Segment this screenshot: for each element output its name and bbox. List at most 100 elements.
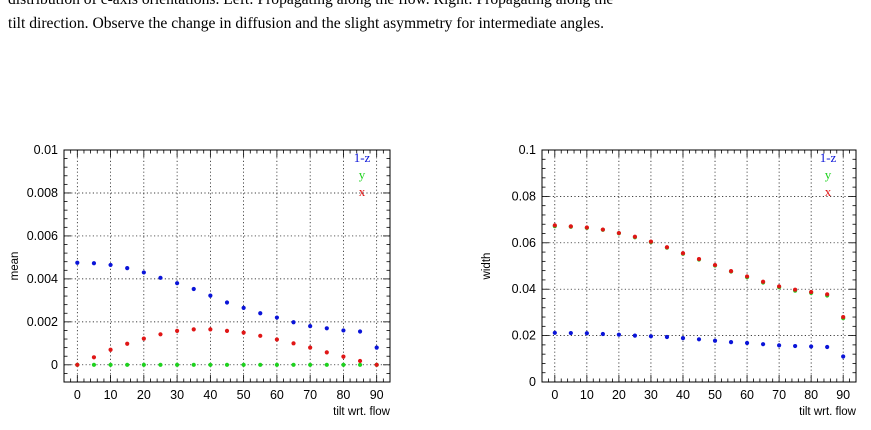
data-point-1z xyxy=(125,266,130,271)
data-point-y xyxy=(125,362,130,367)
data-point-x xyxy=(664,245,670,250)
y-tick-label: 0.008 xyxy=(27,186,58,200)
data-point-x xyxy=(841,314,846,320)
x-tick-label: 10 xyxy=(104,388,118,402)
data-point-1z xyxy=(291,320,296,325)
plot-frame xyxy=(63,149,391,383)
data-point-x xyxy=(274,337,279,342)
data-point-x xyxy=(291,341,296,346)
y-tick-label: 0.002 xyxy=(27,315,58,329)
x-tick-label: 50 xyxy=(237,388,251,402)
data-point-x xyxy=(341,354,346,359)
data-point-x xyxy=(809,289,814,295)
data-point-x xyxy=(224,328,230,333)
plot-area xyxy=(64,150,390,382)
data-point-y xyxy=(258,362,263,367)
data-point-y xyxy=(208,362,213,367)
data-point-y xyxy=(141,362,146,367)
data-point-1z xyxy=(616,332,621,337)
data-point-1z xyxy=(600,331,605,337)
data-point-x xyxy=(258,333,263,338)
data-point-1z xyxy=(632,333,638,338)
x-tick-label: 50 xyxy=(708,388,722,402)
data-point-1z xyxy=(809,344,814,349)
data-point-x xyxy=(632,234,638,239)
legend-entry: 1-z xyxy=(354,150,371,165)
data-point-y xyxy=(224,362,230,367)
data-point-x xyxy=(728,269,734,274)
data-point-x xyxy=(175,328,180,333)
data-point-x xyxy=(158,332,163,337)
y-tick-label: 0 xyxy=(51,358,58,372)
x-tick-label: 20 xyxy=(612,388,626,402)
data-point-y xyxy=(91,362,97,367)
x-tick-label: 70 xyxy=(772,388,786,402)
data-point-x xyxy=(208,327,213,332)
data-point-y xyxy=(158,362,163,367)
data-point-1z xyxy=(825,344,830,350)
data-point-1z xyxy=(191,286,196,292)
data-point-x xyxy=(616,230,621,236)
y-tick-label: 0.004 xyxy=(27,272,58,286)
data-point-x xyxy=(308,345,313,350)
data-point-y xyxy=(191,362,196,367)
legend-entry: x xyxy=(825,184,832,199)
data-point-x xyxy=(125,341,130,346)
data-point-x xyxy=(648,239,654,244)
data-point-1z xyxy=(208,293,213,298)
data-point-1z xyxy=(341,328,346,333)
data-point-1z xyxy=(158,275,163,280)
data-point-x xyxy=(374,362,379,367)
data-point-1z xyxy=(584,331,589,336)
y-tick-label: 0.02 xyxy=(512,329,536,343)
x-tick-label: 40 xyxy=(676,388,690,402)
data-point-x xyxy=(744,274,750,279)
x-tick-label: 60 xyxy=(740,388,754,402)
data-point-y xyxy=(291,362,296,367)
data-point-1z xyxy=(728,339,734,345)
data-point-x xyxy=(75,362,80,367)
data-point-x xyxy=(241,330,246,335)
data-point-1z xyxy=(841,354,846,359)
data-point-1z xyxy=(308,324,313,329)
x-tick-label: 70 xyxy=(303,388,317,402)
data-point-1z xyxy=(91,261,97,266)
x-tick-label: 80 xyxy=(336,388,350,402)
data-point-1z xyxy=(777,343,782,348)
data-point-x xyxy=(357,358,363,364)
data-point-1z xyxy=(374,345,379,350)
x-tick-label: 60 xyxy=(270,388,284,402)
y-tick-label: 0.04 xyxy=(512,282,536,296)
data-point-y xyxy=(175,362,180,367)
x-tick-label: 30 xyxy=(644,388,658,402)
legend-entry: y xyxy=(825,167,832,182)
x-tick-label: 80 xyxy=(804,388,818,402)
data-point-1z xyxy=(241,305,246,310)
data-point-x xyxy=(552,223,557,228)
data-point-1z xyxy=(680,336,686,341)
data-point-x xyxy=(108,347,113,352)
data-point-y xyxy=(357,362,363,367)
plot-frame xyxy=(541,149,857,383)
data-point-1z xyxy=(108,262,113,268)
data-point-1z xyxy=(141,270,146,275)
data-point-x xyxy=(712,262,718,268)
data-point-1z xyxy=(258,311,263,316)
data-point-1z xyxy=(760,342,766,347)
data-point-x xyxy=(600,227,605,232)
data-point-x xyxy=(91,355,97,360)
y-tick-label: 0.08 xyxy=(512,189,536,203)
data-point-x xyxy=(793,287,798,292)
data-point-x xyxy=(680,251,686,256)
data-point-x xyxy=(584,225,589,230)
data-point-1z xyxy=(712,338,718,343)
width-chart: 0 10 20 30 40 50 60 70 80 90 0 0.02 0.04 0.06 0.08 0.1 t… xyxy=(481,143,857,418)
data-point-y xyxy=(108,362,113,367)
x-tick-label: 0 xyxy=(74,388,81,402)
data-point-y xyxy=(308,362,313,367)
x-tick-label: 90 xyxy=(370,388,384,402)
y-tick-label: 0 xyxy=(529,375,536,389)
data-point-1z xyxy=(75,260,80,265)
legend-entry: y xyxy=(359,167,366,182)
plot-area xyxy=(542,150,856,382)
